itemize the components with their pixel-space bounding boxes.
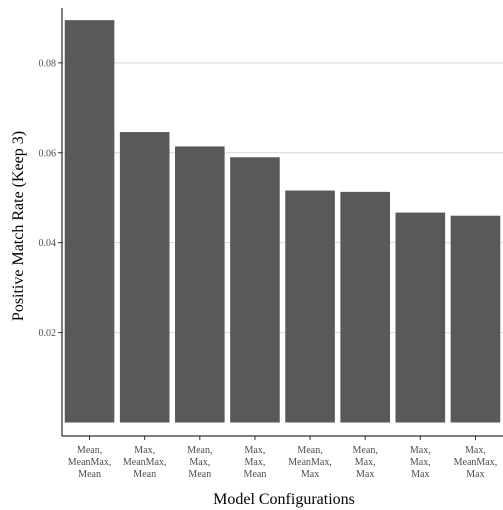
y-tick-label: 0.04 bbox=[39, 238, 57, 249]
bar bbox=[119, 132, 170, 423]
bars bbox=[64, 20, 501, 423]
bar bbox=[340, 191, 390, 423]
bar bbox=[175, 146, 225, 423]
x-tick-label: Max, Max, Max bbox=[410, 445, 431, 480]
bar bbox=[395, 212, 446, 423]
y-tick-label: 0.02 bbox=[39, 328, 57, 339]
x-tick-label: Mean, MeanMax, Mean bbox=[68, 445, 112, 480]
x-tick-label: Mean, Max, Mean bbox=[187, 445, 212, 480]
x-axis-title: Model Configurations bbox=[213, 491, 355, 508]
x-tick-label: Max, MeanMax, Max bbox=[454, 445, 498, 480]
x-axis-category-labels: Mean, MeanMax, Mean Max, MeanMax, Mean Mean, Ma… bbox=[68, 436, 497, 480]
y-tick-label: 0.06 bbox=[39, 148, 57, 159]
bar bbox=[450, 215, 501, 423]
y-axis-ticks: 0.02 0.04 0.06 0.08 bbox=[39, 58, 62, 339]
bar bbox=[230, 157, 280, 423]
y-axis-title: Positive Match Rate (Keep 3) bbox=[10, 131, 27, 321]
x-tick-label: Max, Max, Mean bbox=[244, 445, 267, 480]
x-tick-label: Mean, MeanMax, Max bbox=[288, 445, 332, 480]
x-tick-label: Max, MeanMax, Mean bbox=[123, 445, 167, 480]
x-tick-label: Mean, Max, Max bbox=[353, 445, 378, 480]
bar bbox=[285, 190, 335, 423]
bar bbox=[64, 20, 115, 423]
y-tick-label: 0.08 bbox=[39, 58, 57, 69]
